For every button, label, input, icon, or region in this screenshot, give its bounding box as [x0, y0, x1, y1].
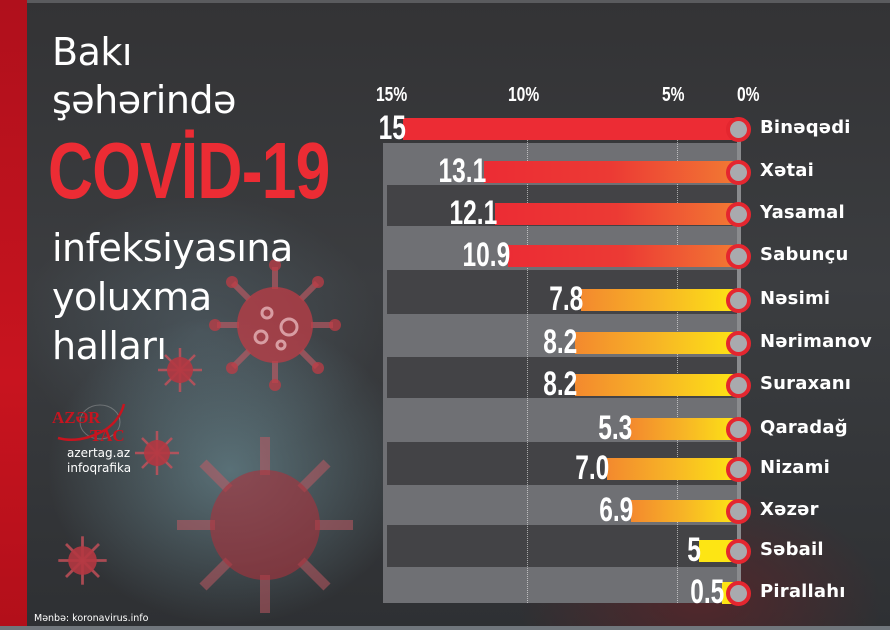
bar-value: 10.9: [462, 236, 510, 274]
bar-row: 8.2 Nərimanov: [0, 324, 890, 360]
title-highlight: COVİD-19: [48, 126, 330, 215]
axis-tick-0: 0%: [737, 84, 760, 106]
district-label: Nərimanov: [760, 331, 872, 352]
marker-dot: [726, 373, 751, 398]
district-label: Xətai: [760, 160, 815, 181]
bar: [581, 289, 738, 311]
marker-dot: [726, 202, 751, 227]
virus-icon: [135, 431, 179, 475]
bar-value: 5: [687, 531, 701, 569]
bar-value: 7.0: [574, 449, 609, 487]
bar: [630, 418, 738, 440]
bar-value: 12.1: [449, 194, 497, 232]
title-line-2: şəhərində: [52, 78, 236, 122]
title-line-3: infeksiyasına: [52, 226, 293, 270]
title-line-1: Bakı: [52, 30, 132, 74]
marker-dot: [726, 539, 751, 564]
bar-value: 8.2: [542, 323, 577, 361]
marker-dot: [726, 499, 751, 524]
district-label: Sabunçu: [760, 244, 849, 265]
bar-value: 13.1: [438, 152, 486, 190]
marker-dot: [726, 117, 751, 142]
marker-dot: [726, 581, 751, 606]
row-band: [387, 525, 741, 567]
marker-dot: [726, 331, 751, 356]
virus-icon: [158, 348, 202, 392]
logo-text-bottom: TAC: [90, 426, 125, 445]
district-label: Qaradağ: [760, 417, 848, 438]
source-note: Mənbə: koronavirus.info: [34, 613, 149, 624]
bar-value: 15: [378, 109, 406, 147]
marker-dot: [726, 417, 751, 442]
virus-icon: [58, 536, 107, 585]
axis-tick-15: 15%: [376, 84, 408, 106]
marker-dot: [726, 160, 751, 185]
gridline-5: [677, 130, 678, 603]
marker-dot: [726, 457, 751, 482]
district-label: Səbail: [760, 539, 824, 560]
district-label: Suraxanı: [760, 373, 852, 394]
globe-icon: [57, 403, 126, 441]
side-accent-bar: [0, 0, 27, 630]
district-label: Xəzər: [760, 499, 819, 520]
bar: [575, 332, 738, 354]
gridline-10: [527, 130, 528, 603]
bar: [607, 458, 738, 480]
title-line-4: yoluxma: [52, 275, 212, 319]
bottom-border: [0, 626, 890, 630]
title-line-5: halları: [52, 324, 167, 368]
bar-row: 0.5 Pirallahı: [0, 574, 890, 610]
bar-row: 10.9 Sabunçu: [0, 237, 890, 273]
bar: [631, 500, 738, 522]
bar-row: 7.0 Nizami: [0, 450, 890, 486]
bar: [495, 203, 738, 225]
district-label: Yasamal: [760, 202, 845, 223]
bar: [484, 161, 738, 183]
bar-row: 5.3 Qaradağ: [0, 410, 890, 446]
axis-tick-10: 10%: [508, 84, 540, 106]
bar-row: 7.8 Nəsimi: [0, 281, 890, 317]
bar-value: 7.8: [548, 280, 583, 318]
marker-dot: [726, 244, 751, 269]
bar-value: 5.3: [597, 409, 632, 447]
bar-value: 8.2: [542, 365, 577, 403]
category-label: infoqrafika: [67, 461, 132, 475]
bar-row: 5 Səbail: [0, 532, 890, 568]
bar: [508, 245, 738, 267]
marker-dot: [726, 288, 751, 313]
district-label: Nizami: [760, 457, 830, 478]
bar-row: 15 Binəqədi: [0, 110, 890, 146]
virus-icon: [177, 437, 353, 613]
district-label: Nəsimi: [760, 288, 831, 309]
district-label: Binəqədi: [760, 117, 851, 138]
virus-icon: [209, 259, 341, 391]
zero-axis: [737, 120, 741, 600]
azertac-logo: AZƏR TAC: [50, 400, 130, 448]
bar-row: 6.9 Xəzər: [0, 492, 890, 528]
bar-row: 12.1 Yasamal: [0, 195, 890, 231]
bar: [575, 374, 738, 396]
bar-row: 13.1 Xətai: [0, 153, 890, 189]
bar-value: 6.9: [598, 491, 633, 529]
bar-value: 0.5: [689, 573, 724, 611]
district-label: Pirallahı: [760, 581, 846, 602]
bar: [403, 118, 738, 140]
top-border: [0, 0, 890, 3]
site-name: azertag.az: [67, 446, 131, 460]
axis-tick-5: 5%: [662, 84, 685, 106]
bar-row: 8.2 Suraxanı: [0, 366, 890, 402]
logo-text-top: AZƏR: [52, 408, 101, 427]
